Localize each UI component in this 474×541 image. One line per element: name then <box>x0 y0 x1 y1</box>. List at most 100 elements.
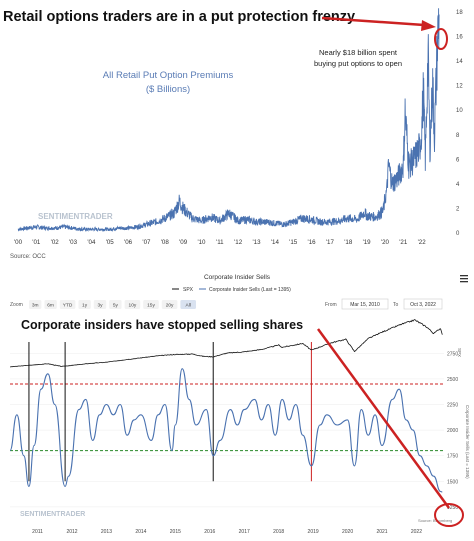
x-tick-label: 2017 <box>239 529 250 535</box>
x-tick-label: '21 <box>399 239 408 246</box>
y-tick-label: 1750 <box>447 454 458 460</box>
zoom-button[interactable] <box>161 300 178 309</box>
insider-sells-chart: Corporate Insider Sells SPX Corporate In… <box>0 268 474 541</box>
x-tick-label: '08 <box>161 239 170 246</box>
x-tick-label: '22 <box>418 239 427 246</box>
x-tick-label: 2016 <box>204 529 215 535</box>
date-to-input[interactable] <box>403 298 443 310</box>
bottom-overlay-title: Corporate insiders have stopped selling … <box>21 318 303 332</box>
y-tick-label: 6 <box>456 157 460 163</box>
x-tick-label: '03 <box>69 239 78 246</box>
y-tick-label: 18 <box>456 10 463 16</box>
zoom-button-label: 20y <box>166 303 174 309</box>
insider-sells-series <box>9 368 443 493</box>
legend-sells-label: Corporate Insider Sells (Last = 1395) <box>209 287 291 293</box>
put-premium-series <box>17 8 440 233</box>
top-chart-subtitle: All Retail Put Option Premiums <box>103 70 234 81</box>
date-to-label: To <box>393 302 399 308</box>
spx-axis-label: SPX <box>457 348 462 357</box>
zoom-button-label: 3m <box>32 303 39 309</box>
y-tick-label: 1250 <box>447 505 458 511</box>
top-chart-background <box>0 0 474 268</box>
top-x-tick-labels: '00 '01 '02 '03 '04 '05 '06 '07 '08 '09 '10 '11 '12 '… <box>14 239 426 246</box>
x-tick-label: 2011 <box>32 529 43 535</box>
insider-sells-line <box>9 368 443 493</box>
threshold-lines <box>10 383 444 452</box>
zoom-button-label: 15y <box>147 303 155 309</box>
y-tick-label: 4 <box>456 182 460 188</box>
legend: SPX Corporate Insider Sells (Last = 1395… <box>172 287 291 293</box>
legend-spx-label: SPX <box>183 287 194 293</box>
zoom-button[interactable] <box>143 300 159 309</box>
x-tick-label: '19 <box>363 239 372 246</box>
zoom-button[interactable] <box>59 300 76 309</box>
x-tick-label: '00 <box>14 239 23 246</box>
y-tick-label: 8 <box>456 133 460 139</box>
x-tick-label: 2022 <box>411 529 422 535</box>
zoom-button-label: 1y <box>82 303 88 309</box>
y-tick-label: 2250 <box>447 403 458 409</box>
y-tick-label: 2 <box>456 206 460 212</box>
top-chart-title: Retail options traders are in a put prot… <box>3 9 355 25</box>
zoom-button[interactable] <box>78 300 91 309</box>
date-to-value: Oct 3, 2022 <box>410 302 436 308</box>
x-tick-label: '20 <box>381 239 390 246</box>
insider-arrow-line <box>316 328 451 509</box>
x-tick-label: '12 <box>234 239 243 246</box>
bottom-chart-title: Corporate Insider Sells <box>204 274 271 281</box>
title-arrow-head <box>421 20 436 31</box>
x-tick-label: '07 <box>142 239 151 246</box>
x-tick-label: '05 <box>106 239 115 246</box>
y-tick-label: 2000 <box>447 428 458 434</box>
zoom-button-label: 10y <box>129 303 137 309</box>
x-tick-label: 2018 <box>273 529 284 535</box>
y-tick-label: 2500 <box>447 377 458 383</box>
x-tick-label: 2014 <box>135 529 146 535</box>
zoom-button[interactable] <box>109 300 122 309</box>
y-tick-label: 0 <box>456 231 460 237</box>
spx-line <box>10 319 443 368</box>
x-tick-label: 2015 <box>170 529 181 535</box>
bottom-chart-watermark: SENTIMENTRADER <box>20 511 85 518</box>
right-y-tick-labels: 2750 2500 2250 2000 1750 1500 1250 <box>447 351 458 511</box>
top-chart-watermark: SENTIMENTRADER <box>38 212 113 221</box>
zoom-label: Zoom <box>10 302 23 308</box>
put-premium-line <box>17 8 440 233</box>
top-chart-annotation: Nearly $18 billion spent <box>319 48 398 57</box>
x-tick-label: 2020 <box>342 529 353 535</box>
x-tick-label: '18 <box>344 239 353 246</box>
bottom-grid <box>10 353 444 508</box>
bottom-chart-source: Source: Bloomberg <box>418 518 452 523</box>
zoom-button-label: 3y <box>97 303 103 309</box>
y-tick-label: 2750 <box>447 351 458 357</box>
put-premiums-chart: Retail options traders are in a put prot… <box>0 0 474 268</box>
zoom-button-label: YTD <box>63 303 73 309</box>
peak-highlight-circle <box>434 28 448 50</box>
zoom-button[interactable] <box>93 300 107 309</box>
date-from-input[interactable] <box>341 298 389 310</box>
x-tick-label: 2021 <box>376 529 387 535</box>
zoom-button-label: All <box>186 303 191 309</box>
zoom-button[interactable] <box>44 300 57 309</box>
zoom-bar: Zoom 3m 6m YTD 1y 3y 5y 10y 15y 20y All <box>10 300 196 309</box>
x-tick-label: '11 <box>216 239 224 246</box>
x-tick-label: '13 <box>252 239 261 246</box>
x-tick-label: '14 <box>271 239 280 246</box>
zoom-button[interactable] <box>180 300 196 309</box>
zoom-button[interactable] <box>124 300 141 309</box>
zoom-button-label: 5y <box>113 303 119 309</box>
sells-axis-label: Corporate Insider Sells (Last = 1395) <box>465 405 470 479</box>
x-tick-label: '09 <box>179 239 188 246</box>
x-tick-label: 2013 <box>101 529 112 535</box>
y-tick-label: 1500 <box>447 479 458 485</box>
top-chart-subtitle-units: ($ Billions) <box>146 84 190 95</box>
top-chart-annotation-2: buying put options to open <box>314 59 402 68</box>
top-y-tick-labels: 0 2 4 6 8 10 12 14 16 18 <box>456 10 463 237</box>
x-tick-label: '17 <box>326 239 335 246</box>
x-tick-label: '10 <box>197 239 206 246</box>
menu-icon[interactable] <box>460 275 468 283</box>
zoom-button-label: 6m <box>47 303 54 309</box>
x-tick-label: 2019 <box>308 529 319 535</box>
zoom-button[interactable] <box>29 300 42 309</box>
